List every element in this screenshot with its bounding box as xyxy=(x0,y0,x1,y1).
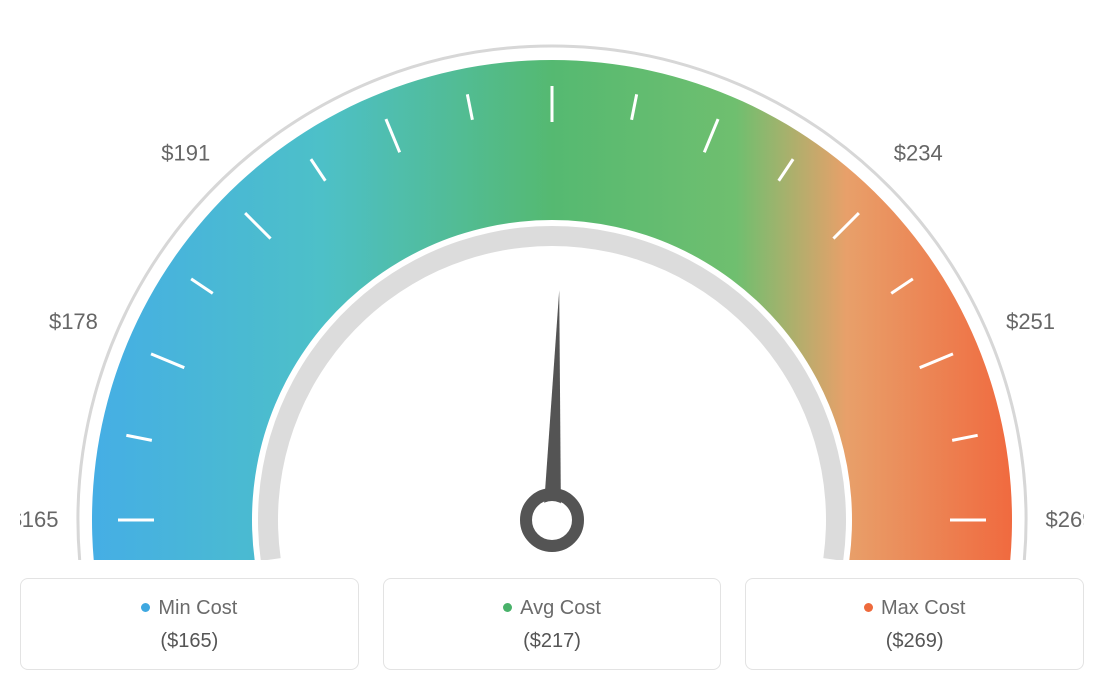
legend-max-value: ($269) xyxy=(756,630,1073,653)
legend-max-title-text: Max Cost xyxy=(881,597,965,619)
legend-min-title-text: Min Cost xyxy=(158,597,237,619)
legend-max-dot xyxy=(864,603,873,612)
svg-text:$165: $165 xyxy=(20,507,58,532)
svg-text:$178: $178 xyxy=(49,309,98,334)
svg-text:$251: $251 xyxy=(1006,309,1055,334)
legend-card-min: Min Cost ($165) xyxy=(20,578,359,670)
legend-min-value: ($165) xyxy=(31,630,348,653)
gauge-svg: $165$178$191$217$234$251$269 xyxy=(20,20,1084,560)
legend-card-avg: Avg Cost ($217) xyxy=(383,578,722,670)
svg-text:$234: $234 xyxy=(894,141,943,166)
svg-text:$269: $269 xyxy=(1046,507,1084,532)
legend-row: Min Cost ($165) Avg Cost ($217) Max Cost… xyxy=(20,578,1084,670)
legend-avg-dot xyxy=(503,603,512,612)
legend-avg-title-text: Avg Cost xyxy=(520,597,601,619)
cost-gauge-chart: $165$178$191$217$234$251$269 xyxy=(20,20,1084,560)
legend-card-max: Max Cost ($269) xyxy=(745,578,1084,670)
legend-min-dot xyxy=(141,603,150,612)
legend-avg-title: Avg Cost xyxy=(394,597,711,620)
legend-max-title: Max Cost xyxy=(756,597,1073,620)
legend-avg-value: ($217) xyxy=(394,630,711,653)
legend-min-title: Min Cost xyxy=(31,597,348,620)
svg-text:$191: $191 xyxy=(161,141,210,166)
